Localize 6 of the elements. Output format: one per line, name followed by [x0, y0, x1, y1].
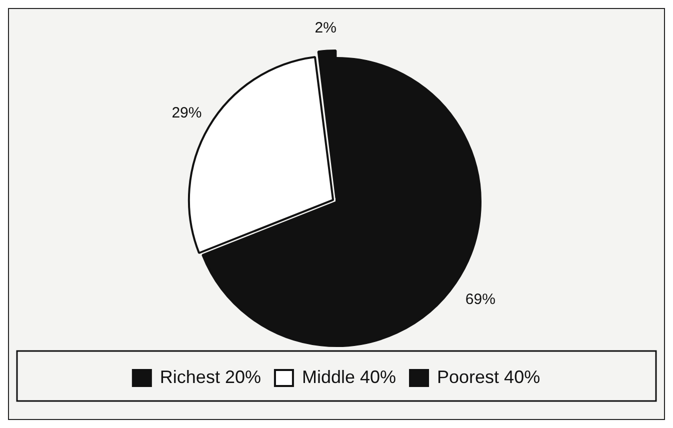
- data-label: 2%: [314, 19, 336, 36]
- legend-label: Richest 20%: [160, 366, 261, 387]
- data-label: 69%: [465, 290, 496, 308]
- data-label: 29%: [172, 104, 202, 122]
- legend-label: Middle 40%: [302, 366, 396, 387]
- legend-label: Poorest 40%: [437, 366, 540, 387]
